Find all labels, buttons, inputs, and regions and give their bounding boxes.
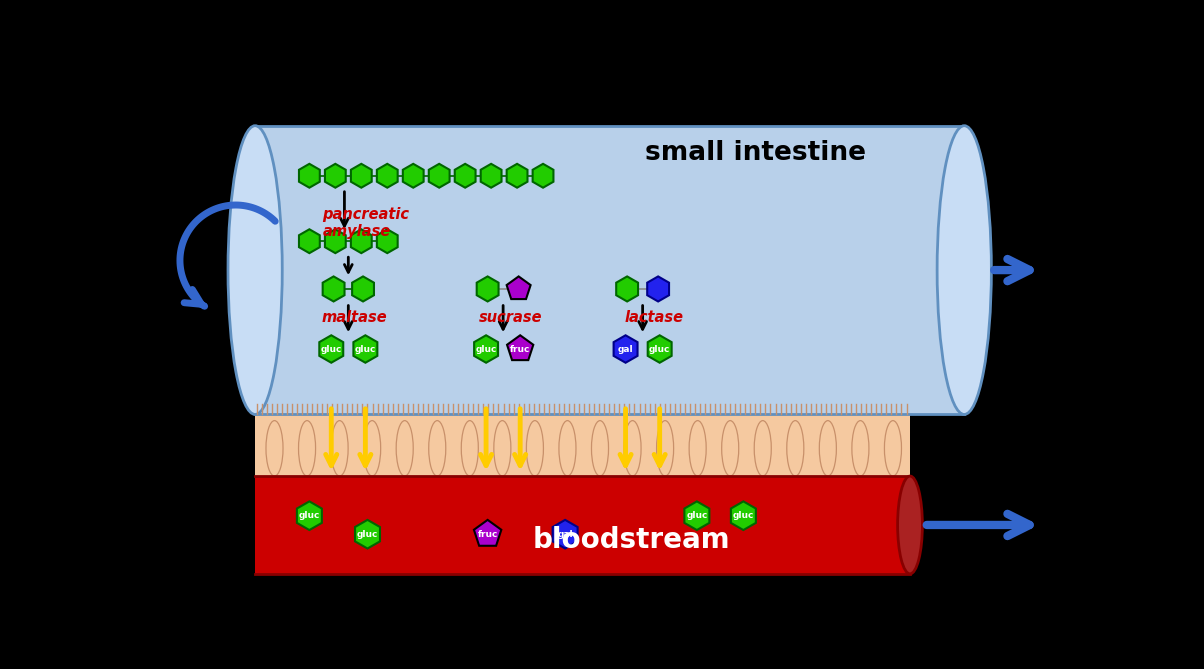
Polygon shape <box>477 276 498 302</box>
Text: gluc: gluc <box>733 511 754 520</box>
Text: sucrase: sucrase <box>479 310 543 324</box>
Text: maltase: maltase <box>321 310 388 324</box>
Polygon shape <box>474 335 498 363</box>
Text: bloodstream: bloodstream <box>532 526 730 554</box>
Bar <box>255 126 964 415</box>
Polygon shape <box>354 335 377 363</box>
Polygon shape <box>429 164 449 188</box>
Text: gal: gal <box>618 345 633 353</box>
Polygon shape <box>731 501 756 530</box>
Polygon shape <box>507 276 531 299</box>
Polygon shape <box>616 276 638 302</box>
Text: gluc: gluc <box>649 345 671 353</box>
Ellipse shape <box>898 476 922 574</box>
Ellipse shape <box>656 421 673 476</box>
Ellipse shape <box>494 421 510 476</box>
Ellipse shape <box>820 421 837 476</box>
Polygon shape <box>507 335 533 360</box>
Bar <box>255 476 910 574</box>
Polygon shape <box>377 164 397 188</box>
Ellipse shape <box>559 421 576 476</box>
Text: gluc: gluc <box>356 530 378 539</box>
Ellipse shape <box>429 421 445 476</box>
Polygon shape <box>323 276 344 302</box>
Ellipse shape <box>721 421 739 476</box>
Ellipse shape <box>266 421 283 476</box>
Polygon shape <box>325 229 346 253</box>
Polygon shape <box>474 520 501 546</box>
Polygon shape <box>480 164 502 188</box>
Text: en: en <box>921 436 952 456</box>
Ellipse shape <box>396 421 413 476</box>
Ellipse shape <box>228 126 282 415</box>
Text: gal: gal <box>557 530 573 539</box>
Ellipse shape <box>299 421 315 476</box>
Ellipse shape <box>364 421 380 476</box>
Text: small intestine: small intestine <box>644 140 866 166</box>
Polygon shape <box>648 335 672 363</box>
Text: gluc: gluc <box>299 511 320 520</box>
Text: pancreatic
amylase: pancreatic amylase <box>323 207 409 239</box>
Text: gluc: gluc <box>355 345 376 353</box>
Polygon shape <box>297 501 321 530</box>
Polygon shape <box>377 229 397 253</box>
Polygon shape <box>684 501 709 530</box>
Ellipse shape <box>461 421 478 476</box>
Polygon shape <box>352 276 374 302</box>
Polygon shape <box>350 164 372 188</box>
Text: fruc: fruc <box>478 530 497 539</box>
Polygon shape <box>299 229 320 253</box>
Bar <box>255 415 910 476</box>
Ellipse shape <box>591 421 608 476</box>
Ellipse shape <box>331 421 348 476</box>
Polygon shape <box>403 164 424 188</box>
Polygon shape <box>455 164 476 188</box>
Text: gluc: gluc <box>320 345 342 353</box>
Text: gluc: gluc <box>476 345 497 353</box>
Ellipse shape <box>786 421 804 476</box>
Ellipse shape <box>526 421 543 476</box>
Polygon shape <box>325 164 346 188</box>
Polygon shape <box>648 276 669 302</box>
Polygon shape <box>299 164 320 188</box>
Ellipse shape <box>937 126 991 415</box>
Text: fruc: fruc <box>510 345 531 353</box>
Ellipse shape <box>754 421 772 476</box>
Ellipse shape <box>885 421 902 476</box>
Polygon shape <box>532 164 554 188</box>
Ellipse shape <box>689 421 707 476</box>
Polygon shape <box>350 229 372 253</box>
Polygon shape <box>553 520 578 549</box>
Polygon shape <box>614 335 638 363</box>
Polygon shape <box>355 520 380 549</box>
Ellipse shape <box>852 421 869 476</box>
Ellipse shape <box>624 421 641 476</box>
Polygon shape <box>507 164 527 188</box>
Text: gluc: gluc <box>686 511 708 520</box>
Polygon shape <box>319 335 343 363</box>
Text: lactase: lactase <box>625 310 684 324</box>
